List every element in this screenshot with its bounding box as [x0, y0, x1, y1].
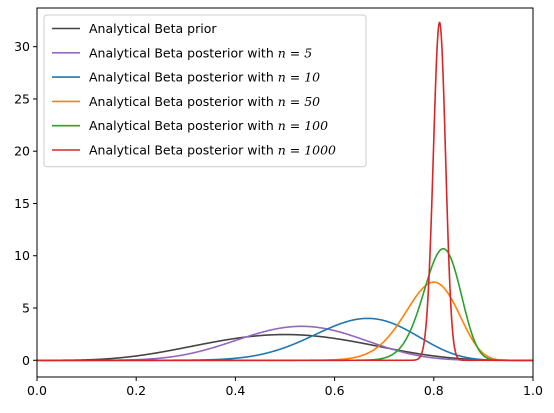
x-tick-label-1: 0.2 [126, 383, 146, 398]
y-tick-label-1: 5 [22, 301, 30, 316]
legend-label-3: Analytical Beta posterior with n = 50 [89, 94, 320, 109]
x-tick-label-0: 0.0 [27, 383, 47, 398]
y-tick-label-0: 0 [22, 353, 30, 368]
legend: Analytical Beta prior Analytical Beta pos… [43, 14, 367, 168]
legend-n-label-5: n = 1000 [278, 143, 336, 158]
legend-n-label-3: n = 50 [278, 94, 320, 109]
x-tick-label-4: 0.8 [424, 383, 444, 398]
legend-box [43, 14, 367, 168]
legend-label-4: Analytical Beta posterior with n = 100 [89, 118, 328, 133]
ticks-layer: 0.0 0.2 0.4 0.6 0.8 1.0 0 5 10 15 20 25 30 [14, 39, 543, 398]
legend-n-label-2: n = 10 [278, 70, 320, 85]
legend-n-label-1: n = 5 [278, 45, 312, 60]
y-tick-label-5: 25 [14, 91, 30, 106]
legend-label-5: Analytical Beta posterior with n = 1000 [89, 143, 336, 158]
series-line-0 [36, 333, 534, 362]
axes-frame [36, 7, 534, 378]
y-tick-label-3: 15 [14, 196, 30, 211]
legend-label-1: Analytical Beta posterior with n = 5 [89, 45, 312, 60]
legend-label-2: Analytical Beta posterior with n = 10 [89, 70, 320, 85]
series-layer [36, 21, 534, 362]
y-tick-label-6: 30 [14, 39, 30, 54]
y-tick-label-2: 10 [14, 248, 30, 263]
series-line-5 [36, 21, 534, 362]
x-tick-label-5: 1.0 [523, 383, 543, 398]
x-tick-label-2: 0.4 [225, 383, 245, 398]
x-tick-label-3: 0.6 [325, 383, 345, 398]
y-tick-label-4: 20 [14, 144, 30, 159]
legend-label-0: Analytical Beta prior [89, 21, 217, 36]
legend-n-label-4: n = 100 [278, 118, 328, 133]
